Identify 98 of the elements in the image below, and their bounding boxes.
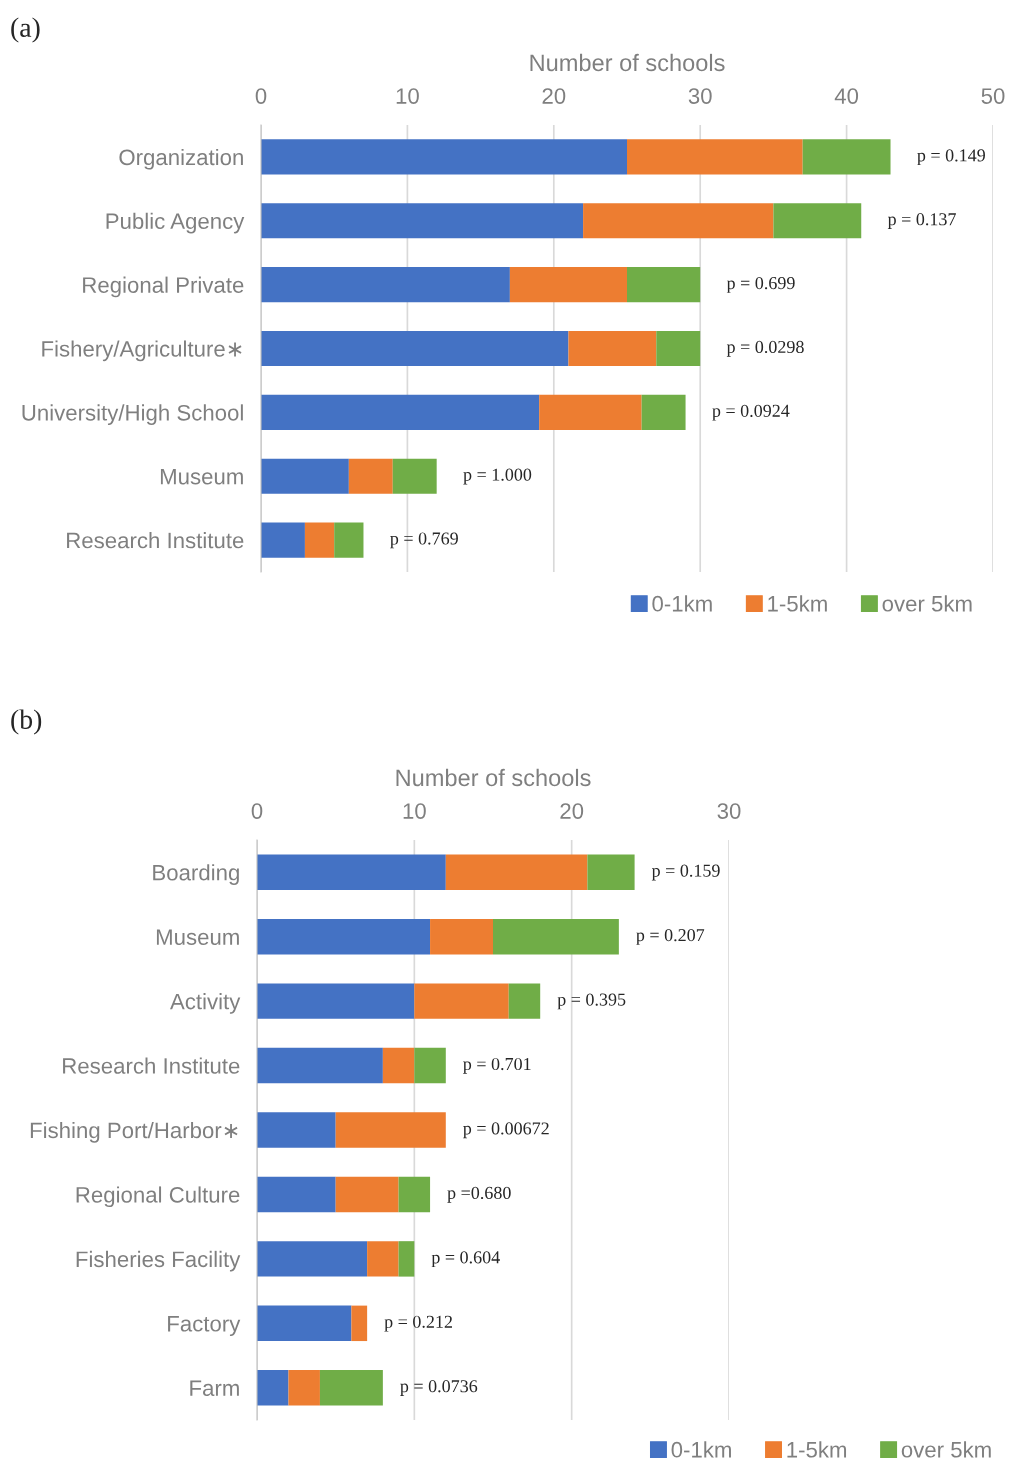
y-tick-label: Museum bbox=[156, 929, 239, 945]
bar bbox=[261, 394, 540, 430]
bar bbox=[627, 267, 701, 303]
y-tick-label: Activity bbox=[170, 993, 241, 1014]
annotation: p =0.680 bbox=[447, 1186, 511, 1203]
legend-label: over 5km bbox=[882, 595, 972, 612]
annotation: p = 0.00672 bbox=[463, 1122, 549, 1139]
x-tick-label: 20 bbox=[560, 803, 584, 819]
bar bbox=[257, 1305, 352, 1342]
bar bbox=[257, 854, 446, 890]
annotation: p = 0.699 bbox=[726, 276, 795, 293]
bar bbox=[398, 1176, 431, 1213]
bar bbox=[319, 1370, 383, 1406]
bar bbox=[414, 1047, 446, 1084]
annotation: p = 0.137 bbox=[887, 213, 956, 229]
y-tick-label: Regional Culture bbox=[76, 1186, 240, 1208]
bar bbox=[351, 1305, 368, 1342]
y-tick-label: Fishery/Agriculture∗ bbox=[42, 340, 242, 362]
bar bbox=[261, 522, 305, 558]
y-tick-label: Research Institute bbox=[63, 1057, 240, 1074]
bar bbox=[445, 854, 588, 890]
x-tick-label: 0 bbox=[255, 88, 267, 104]
x-tick-label: 20 bbox=[542, 88, 566, 104]
y-tick-label: University/High School bbox=[22, 404, 243, 426]
bar bbox=[773, 203, 862, 239]
x-tick-label: 50 bbox=[981, 88, 1005, 104]
annotation: p = 0.207 bbox=[636, 929, 705, 945]
bar bbox=[656, 330, 701, 367]
bar bbox=[382, 1047, 415, 1084]
bar bbox=[261, 458, 349, 494]
bar bbox=[261, 267, 510, 303]
annotation: p = 0.701 bbox=[463, 1057, 531, 1074]
x-tick-label: 10 bbox=[396, 88, 419, 104]
bar bbox=[261, 139, 627, 175]
bar bbox=[334, 522, 364, 558]
bar bbox=[493, 918, 619, 955]
bar bbox=[414, 983, 509, 1019]
x-tick-label: 40 bbox=[834, 88, 859, 104]
bar bbox=[568, 330, 657, 367]
legend-label: 1-5km bbox=[768, 595, 827, 612]
legend-label: over 5km bbox=[901, 1441, 991, 1458]
annotation: p = 0.0298 bbox=[726, 340, 804, 357]
bar bbox=[802, 139, 891, 175]
y-tick-label: Farm bbox=[190, 1380, 239, 1397]
bar bbox=[539, 394, 642, 430]
bar bbox=[257, 918, 431, 955]
bar bbox=[508, 983, 541, 1019]
text: (a) bbox=[11, 17, 40, 43]
y-tick-label: Organization bbox=[119, 148, 243, 170]
y-tick-label: Fisheries Facility bbox=[76, 1250, 241, 1272]
annotation: p = 0.769 bbox=[390, 532, 458, 549]
bar bbox=[288, 1370, 320, 1406]
bar bbox=[348, 458, 393, 494]
bar bbox=[257, 1241, 368, 1277]
y-tick-label: Regional Private bbox=[83, 276, 244, 298]
bar bbox=[398, 1241, 415, 1277]
bar bbox=[509, 267, 627, 303]
y-tick-label: Museum bbox=[160, 468, 243, 485]
annotation: p = 0.149 bbox=[917, 149, 985, 166]
x-axis-title: Number of schools bbox=[530, 53, 725, 72]
bar bbox=[257, 1112, 336, 1148]
bar bbox=[257, 1047, 383, 1084]
text: (b) bbox=[11, 709, 42, 735]
x-tick-label: 30 bbox=[688, 88, 712, 104]
bar bbox=[261, 330, 569, 367]
legend-label: 0-1km bbox=[652, 595, 712, 612]
bar bbox=[304, 522, 335, 558]
y-tick-label: Factory bbox=[168, 1316, 241, 1336]
bar bbox=[367, 1241, 399, 1277]
y-tick-label: Fishing Port/Harbor∗ bbox=[30, 1121, 238, 1143]
bar bbox=[641, 394, 686, 430]
annotation: p = 0.0736 bbox=[400, 1380, 478, 1396]
annotation: p = 0.212 bbox=[384, 1315, 452, 1332]
x-tick-label: 30 bbox=[717, 803, 741, 819]
bar bbox=[335, 1176, 399, 1213]
x-tick-label: 10 bbox=[403, 803, 426, 819]
bar bbox=[257, 983, 415, 1019]
x-axis-title: Number of schools bbox=[396, 768, 591, 787]
annotation: p = 0.0924 bbox=[712, 404, 790, 421]
annotation: p = 0.395 bbox=[557, 993, 626, 1010]
bar bbox=[261, 203, 584, 239]
legend-label: 1-5km bbox=[787, 1441, 847, 1458]
annotation: p = 0.159 bbox=[651, 864, 720, 881]
bar bbox=[627, 139, 803, 175]
y-tick-label: Public Agency bbox=[106, 212, 245, 234]
bar bbox=[583, 203, 774, 239]
bar bbox=[257, 1176, 336, 1213]
legend-label: 0-1km bbox=[671, 1441, 731, 1458]
bar bbox=[335, 1112, 446, 1148]
x-tick-label: 0 bbox=[251, 803, 263, 819]
y-tick-label: Boarding bbox=[153, 864, 239, 885]
bar bbox=[587, 854, 635, 890]
bar bbox=[257, 1370, 289, 1406]
annotation: p = 1.000 bbox=[463, 468, 532, 485]
y-tick-label: Research Institute bbox=[67, 532, 244, 549]
annotation: p = 0.604 bbox=[431, 1251, 500, 1268]
bar bbox=[392, 458, 437, 494]
bar bbox=[430, 918, 493, 955]
